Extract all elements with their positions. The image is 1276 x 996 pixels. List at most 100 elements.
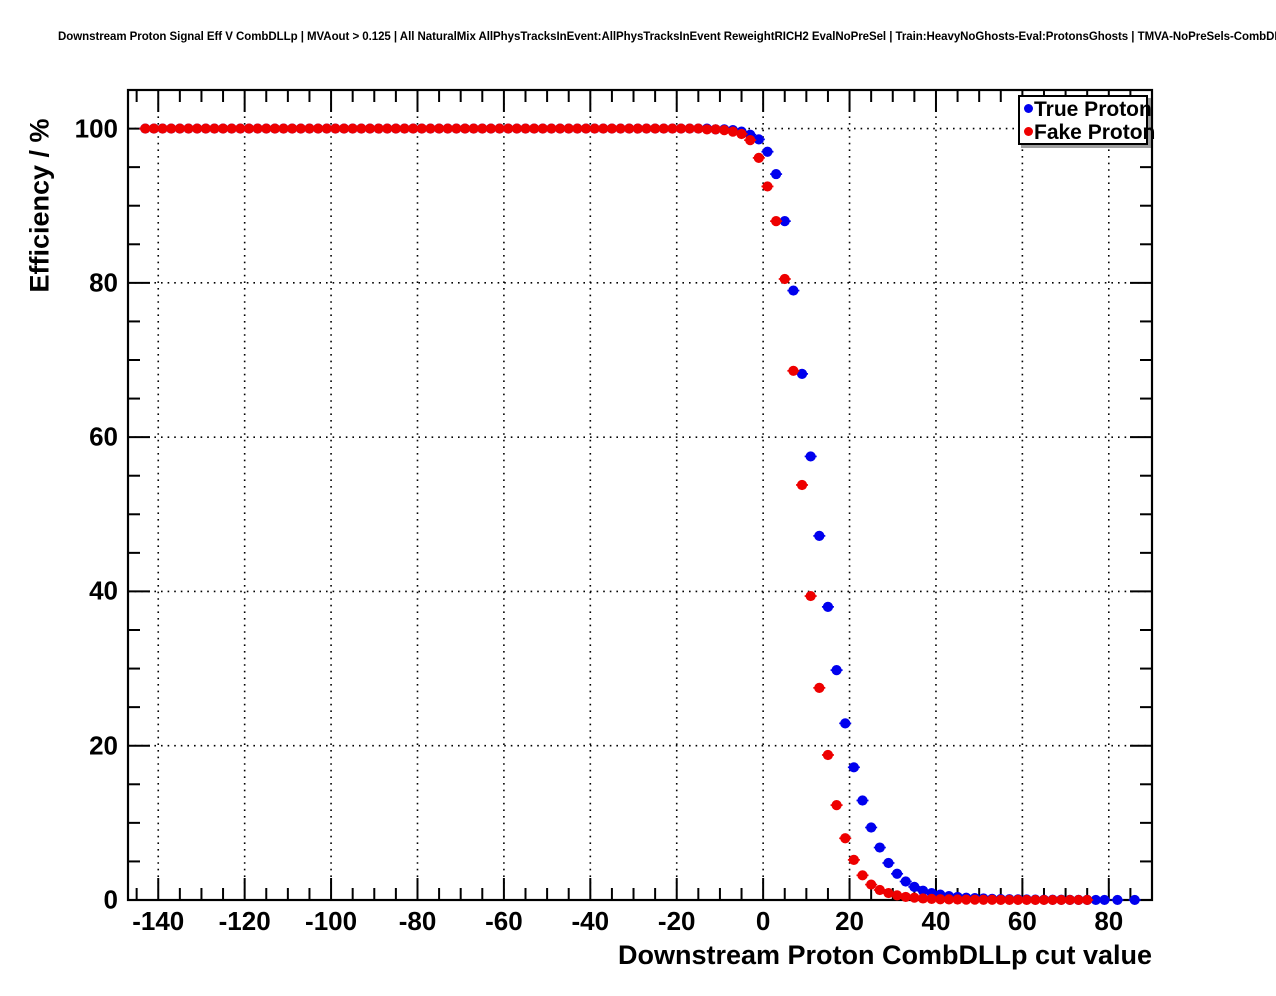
data-point bbox=[667, 123, 678, 134]
data-point bbox=[650, 123, 661, 134]
data-point bbox=[753, 134, 764, 145]
data-point bbox=[736, 128, 747, 140]
data-point bbox=[1004, 894, 1015, 905]
x-tick-label: -140 bbox=[132, 906, 185, 936]
axis-ticks bbox=[128, 89, 1153, 901]
data-point bbox=[779, 273, 790, 285]
data-point bbox=[330, 123, 341, 134]
data-point bbox=[546, 123, 557, 134]
data-point bbox=[883, 887, 894, 899]
legend-entry-fake-proton: Fake Proton bbox=[1024, 121, 1155, 144]
data-point bbox=[503, 123, 514, 134]
data-point bbox=[771, 168, 782, 180]
data-point bbox=[1099, 894, 1110, 906]
y-tick-label: 0 bbox=[103, 884, 118, 915]
legend-label-fake-proton: Fake Proton bbox=[1034, 121, 1156, 145]
data-point bbox=[252, 123, 263, 134]
data-point bbox=[805, 590, 816, 602]
data-point bbox=[848, 762, 859, 773]
data-point bbox=[174, 123, 185, 134]
data-point bbox=[866, 879, 877, 890]
x-axis-title: Downstream Proton CombDLLp cut value bbox=[617, 940, 1152, 970]
data-point bbox=[1021, 894, 1032, 906]
data-point bbox=[814, 682, 825, 693]
data-point bbox=[140, 123, 151, 134]
data-point bbox=[615, 123, 626, 134]
data-point bbox=[874, 842, 885, 853]
data-point bbox=[727, 126, 738, 137]
data-point bbox=[831, 665, 842, 676]
data-point bbox=[900, 876, 911, 887]
y-tick-label: 100 bbox=[74, 113, 118, 144]
x-tick-label: -120 bbox=[218, 906, 271, 936]
data-point bbox=[382, 123, 393, 134]
y-tick-label: 20 bbox=[89, 730, 118, 761]
data-point bbox=[390, 123, 401, 134]
data-point bbox=[909, 881, 920, 892]
data-point bbox=[537, 123, 548, 134]
series-true-proton bbox=[139, 123, 1141, 906]
data-point bbox=[261, 123, 272, 134]
data-point bbox=[520, 123, 531, 134]
data-point bbox=[943, 894, 955, 905]
data-point bbox=[641, 123, 652, 134]
data-point bbox=[926, 893, 937, 904]
data-point bbox=[425, 123, 436, 134]
data-point bbox=[961, 894, 972, 905]
x-tick-label: 0 bbox=[755, 906, 771, 936]
data-point bbox=[796, 479, 808, 491]
x-tick-label: -20 bbox=[657, 906, 696, 936]
data-point bbox=[771, 216, 782, 227]
x-tick-label: -60 bbox=[485, 906, 523, 936]
data-point bbox=[753, 152, 764, 163]
legend-label-true-proton: True Proton bbox=[1034, 98, 1152, 122]
data-point bbox=[485, 123, 497, 134]
data-point bbox=[459, 123, 471, 134]
data-point bbox=[433, 123, 445, 134]
data-point bbox=[580, 123, 592, 134]
data-point bbox=[572, 123, 583, 134]
data-point bbox=[805, 451, 816, 462]
data-point bbox=[209, 123, 220, 134]
data-point bbox=[840, 833, 851, 844]
y-tick-label: 60 bbox=[89, 421, 118, 452]
data-point bbox=[632, 123, 643, 134]
data-point bbox=[442, 123, 453, 134]
data-point bbox=[1038, 894, 1050, 906]
data-point bbox=[978, 894, 989, 905]
data-point bbox=[917, 893, 929, 904]
data-point bbox=[987, 894, 998, 905]
data-point bbox=[762, 181, 773, 192]
data-point bbox=[304, 123, 315, 134]
data-point bbox=[969, 894, 980, 905]
data-point bbox=[356, 123, 367, 134]
data-point bbox=[848, 854, 859, 865]
plot-title: Downstream Proton Signal Eff V CombDLLp … bbox=[58, 31, 1276, 43]
data-point bbox=[1090, 894, 1101, 906]
data-point bbox=[952, 894, 963, 905]
data-point bbox=[995, 894, 1006, 905]
data-point bbox=[857, 795, 868, 806]
data-point bbox=[1112, 894, 1123, 906]
x-tick-label: 40 bbox=[921, 906, 951, 936]
legend-marker-fake-proton bbox=[1024, 127, 1033, 137]
data-point bbox=[874, 884, 885, 896]
data-point bbox=[477, 123, 488, 134]
data-point bbox=[840, 718, 851, 729]
data-point bbox=[529, 123, 540, 134]
data-point bbox=[563, 123, 574, 134]
data-point bbox=[935, 894, 946, 905]
data-point bbox=[399, 123, 410, 134]
data-point bbox=[762, 146, 773, 157]
data-point bbox=[891, 868, 903, 879]
data-point bbox=[883, 857, 894, 869]
data-point bbox=[148, 123, 160, 134]
data-point bbox=[313, 123, 324, 134]
data-point bbox=[364, 123, 376, 134]
data-point bbox=[511, 123, 522, 134]
data-point bbox=[1073, 894, 1084, 906]
data-point bbox=[243, 123, 255, 134]
data-point bbox=[658, 123, 669, 134]
data-point bbox=[598, 123, 609, 134]
data-point bbox=[675, 123, 687, 134]
